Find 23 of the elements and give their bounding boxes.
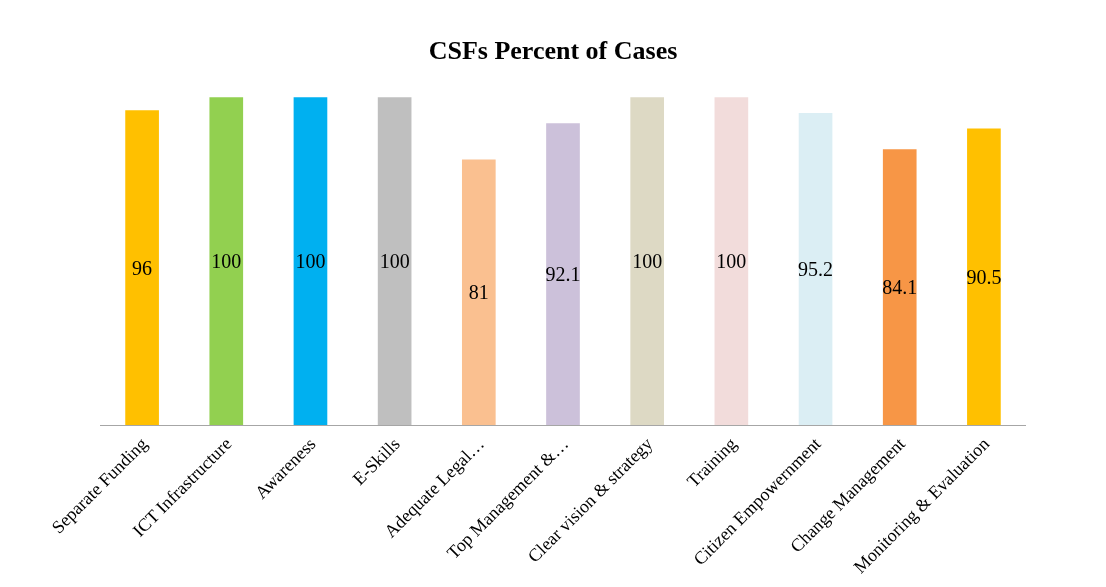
data-label: 95.2 xyxy=(798,257,834,280)
data-label: 84.1 xyxy=(882,276,918,299)
data-label: 100 xyxy=(379,250,410,273)
bar xyxy=(377,97,412,425)
bar xyxy=(714,97,749,425)
data-label: 96 xyxy=(132,256,153,279)
bar xyxy=(461,159,496,425)
bar xyxy=(293,97,328,425)
data-label: 81 xyxy=(468,281,489,304)
bar xyxy=(630,97,665,425)
bar xyxy=(125,110,159,425)
data-label: 100 xyxy=(632,250,663,273)
bar xyxy=(798,112,833,425)
data-label: 100 xyxy=(211,250,242,273)
data-label: 100 xyxy=(295,250,326,273)
bar xyxy=(882,149,917,425)
data-label: 92.1 xyxy=(545,263,581,286)
bar xyxy=(209,97,244,425)
bar xyxy=(546,123,580,425)
data-label: 100 xyxy=(716,250,747,273)
data-label: 90.5 xyxy=(966,265,1002,288)
chart-title: CSFs Percent of Cases xyxy=(428,36,678,66)
bar xyxy=(967,128,1001,425)
